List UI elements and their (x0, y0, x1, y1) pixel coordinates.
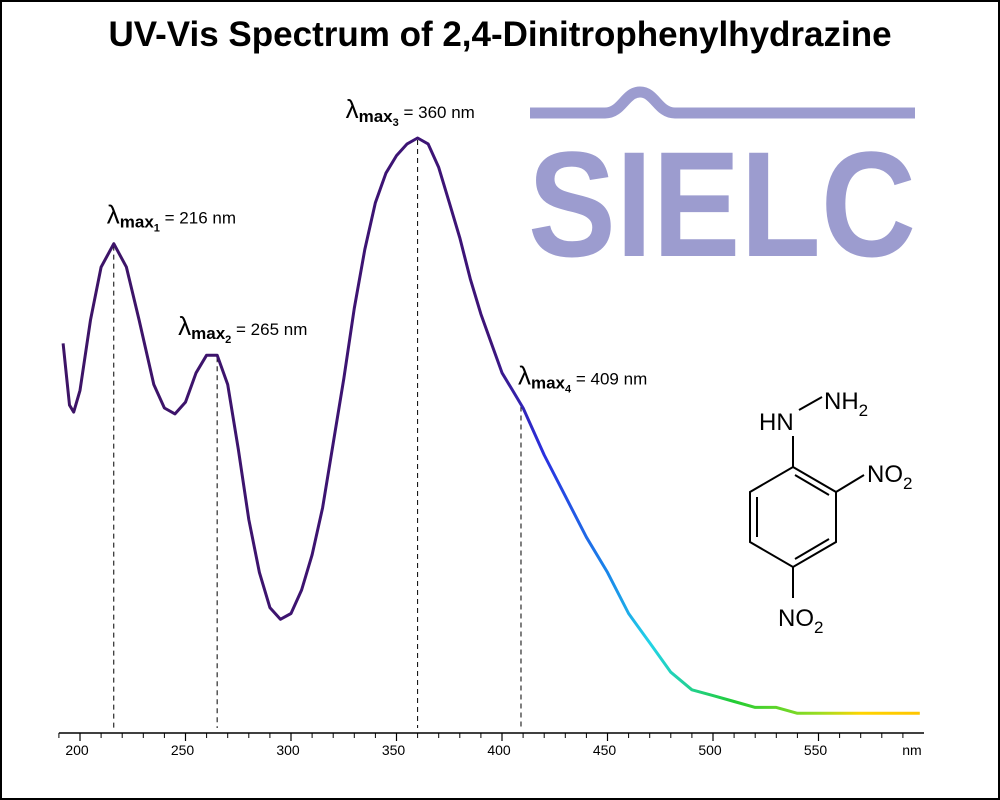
atom-label: NO2 (778, 605, 823, 637)
atom-subscript: 2 (859, 401, 868, 420)
index: 3 (393, 117, 399, 129)
value: = 360 nm (403, 103, 474, 122)
x-tick-label: 300 (276, 742, 300, 758)
atom-subscript: 2 (814, 618, 823, 637)
value: = 265 nm (236, 320, 307, 339)
logo: SIELC (528, 86, 916, 288)
atom-label: NO (867, 461, 903, 488)
atom-subscript: 2 (903, 474, 912, 493)
peak-label: λmax3 = 360 nm (346, 94, 475, 129)
structure (749, 396, 865, 598)
atom-label: NO (778, 605, 814, 632)
bond (798, 396, 823, 411)
spectrum-line (61, 136, 920, 715)
atom-label: HN (759, 409, 794, 436)
lambda: λ (107, 200, 120, 230)
max: max (120, 213, 155, 232)
x-axis-label: nm (902, 742, 921, 758)
x-tick-label: 250 (171, 742, 195, 758)
index: 2 (225, 334, 231, 346)
peak-label: λmax2 = 265 nm (178, 311, 307, 346)
double-bond (794, 474, 830, 496)
index: 1 (154, 223, 160, 235)
max: max (191, 324, 226, 343)
x-tick-label: 350 (382, 742, 406, 758)
atom-label: NH2 (824, 388, 868, 420)
index: 4 (565, 383, 572, 395)
peak-label: λmax4 = 409 nm (518, 360, 647, 395)
lambda: λ (518, 360, 531, 390)
x-tick-label: 500 (698, 742, 722, 758)
value: = 409 nm (576, 369, 647, 388)
chart-title: UV-Vis Spectrum of 2,4-Dinitrophenylhydr… (108, 15, 891, 54)
x-tick-label: 200 (65, 742, 89, 758)
lambda: λ (178, 311, 191, 341)
max: max (359, 107, 394, 126)
atom-label: NO2 (867, 461, 912, 493)
max: max (531, 373, 566, 392)
x-tick-label: 550 (804, 742, 828, 758)
logo-swoosh (530, 86, 915, 119)
logo-text: SIELC (528, 120, 916, 288)
double-bond (794, 538, 830, 560)
bond (835, 474, 865, 493)
peak-label: λmax1 = 216 nm (107, 200, 236, 235)
lambda: λ (346, 94, 359, 124)
atom-label: NH (824, 388, 859, 415)
value: = 216 nm (165, 209, 236, 228)
x-tick-label: 450 (593, 742, 617, 758)
x-tick-label: 400 (487, 742, 511, 758)
